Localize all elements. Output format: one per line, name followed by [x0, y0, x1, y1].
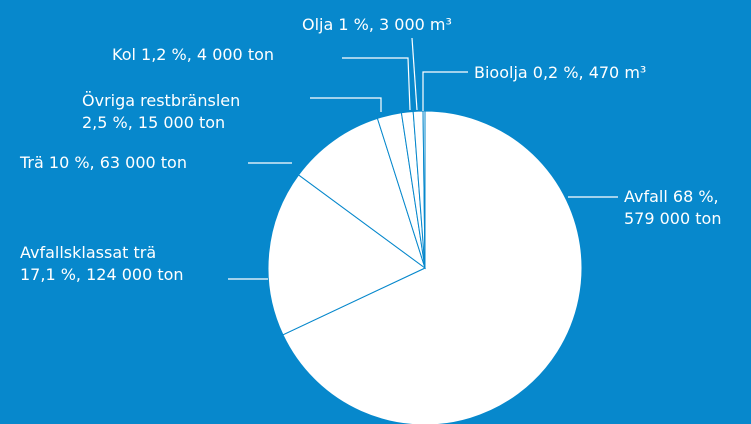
slice-label: 2,5 %, 15 000 ton	[82, 113, 225, 132]
pie-slice	[297, 117, 426, 270]
leader-line	[422, 71, 468, 111]
slice-label: 579 000 ton	[624, 209, 721, 228]
pie-slice	[422, 110, 426, 269]
leader-line	[310, 97, 382, 112]
slice-label: Avfall 68 %,	[624, 187, 719, 206]
leader-line	[411, 37, 418, 111]
leader-line	[342, 57, 411, 111]
slice-label: Kol 1,2 %, 4 000 ton	[112, 45, 274, 64]
pie-slice	[282, 110, 583, 424]
slice-label: Olja 1 %, 3 000 m³	[302, 15, 452, 34]
slice-label: Avfallsklassat trä	[20, 243, 156, 262]
pie-slice	[267, 174, 426, 336]
slice-label: 17,1 %, 124 000 ton	[20, 265, 184, 284]
slice-label: Bioolja 0,2 %, 470 m³	[474, 63, 646, 82]
slice-label: Trä 10 %, 63 000 ton	[19, 153, 187, 172]
slice-label: Övriga restbränslen	[82, 91, 240, 110]
